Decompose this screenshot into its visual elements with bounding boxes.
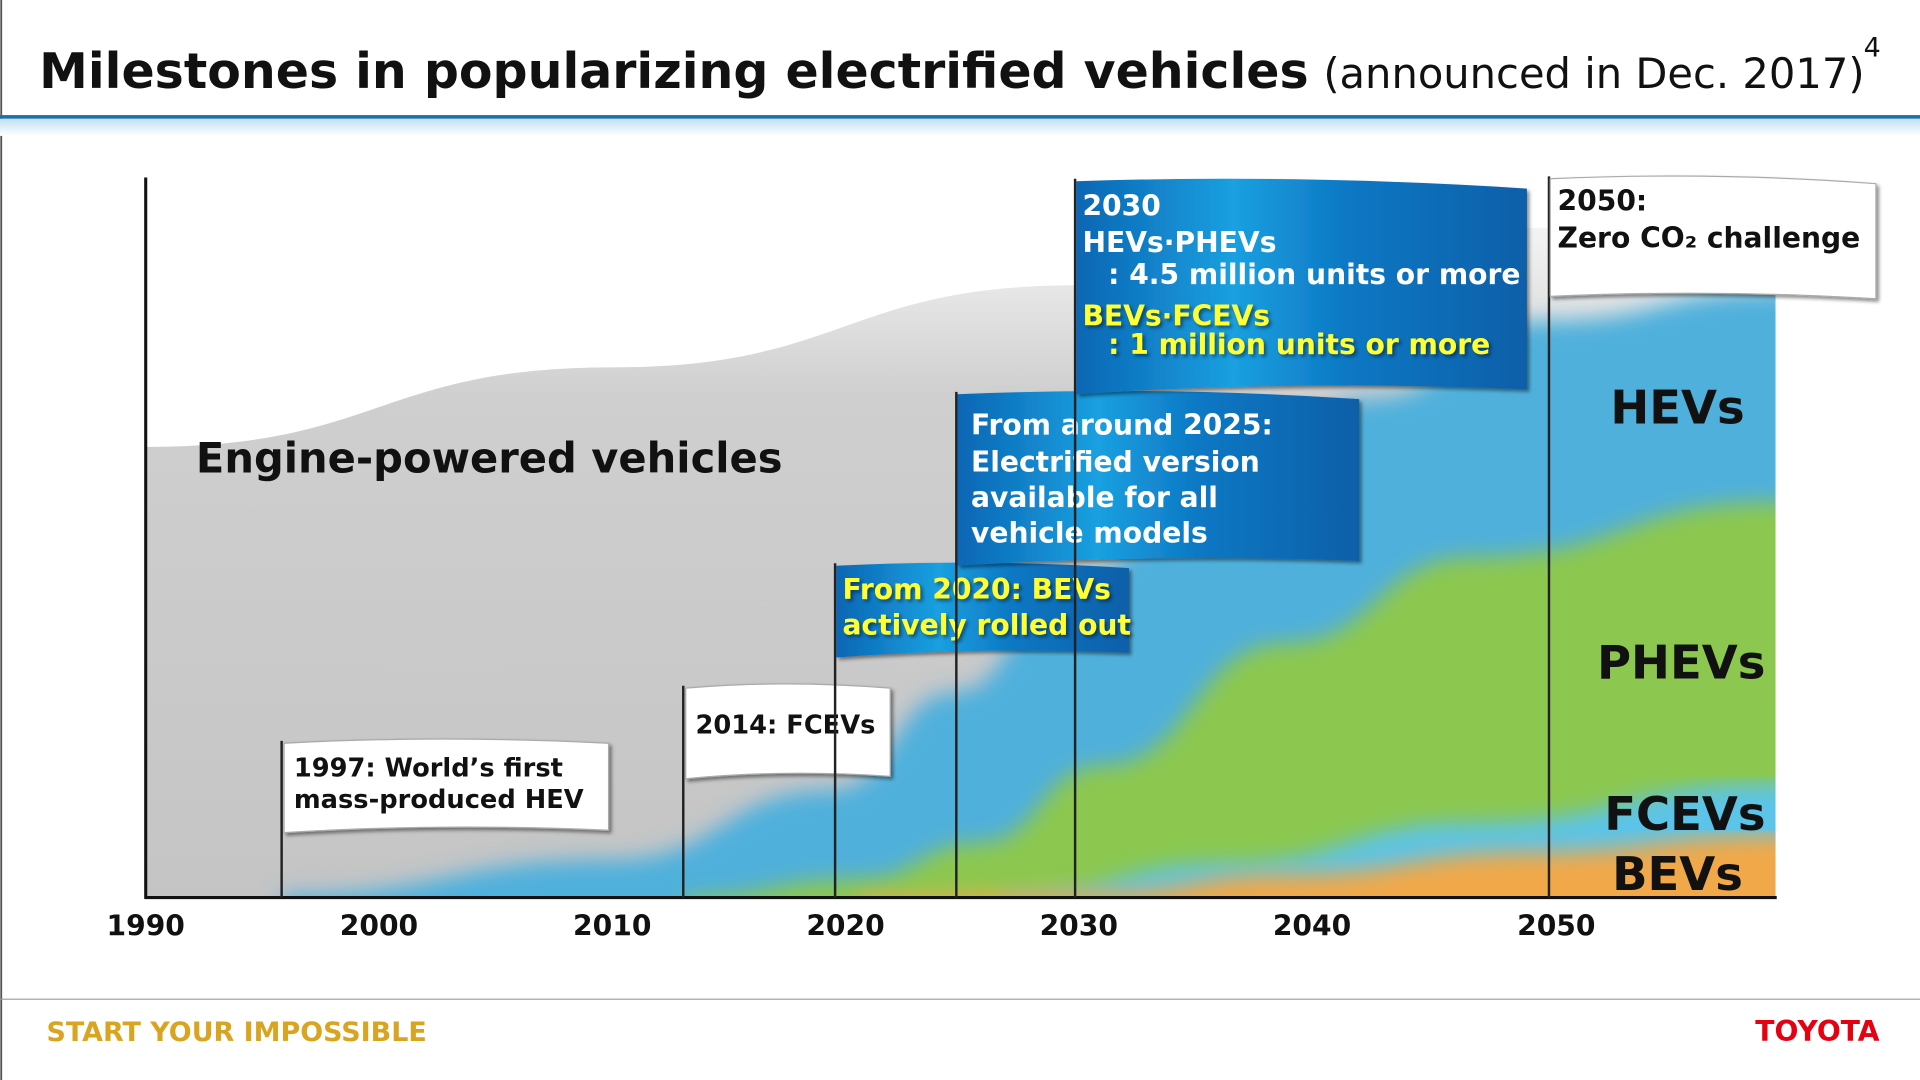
- x-tick-2010: 2010: [573, 910, 651, 943]
- svg-text:BEVs·FCEVs: BEVs·FCEVs: [1082, 300, 1270, 333]
- x-tick-labels: 1990 2000 2010 2020 2030 2040 2050: [107, 910, 1596, 943]
- svg-text:2030: 2030: [1082, 190, 1160, 223]
- header-rule-fade: [0, 118, 1920, 136]
- svg-text:vehicle models: vehicle models: [971, 516, 1208, 549]
- svg-text:Electrified version: Electrified version: [971, 445, 1260, 478]
- series-label-engine: Engine-powered vehicles: [196, 434, 783, 483]
- svg-text:: 1 million units or more: : 1 million units or more: [1108, 328, 1490, 361]
- x-tick-2040: 2040: [1273, 910, 1351, 943]
- milestone-2020: From 2020: BEVs actively rolled out: [833, 562, 1131, 898]
- milestone-2025: From around 2025: Electrified version av…: [955, 390, 1360, 898]
- svg-text:mass-produced HEV: mass-produced HEV: [294, 785, 584, 815]
- x-tick-2030: 2030: [1040, 910, 1118, 943]
- svg-text:2014: FCEVs: 2014: FCEVs: [696, 710, 876, 740]
- svg-text:From 2020: BEVs: From 2020: BEVs: [842, 573, 1110, 606]
- svg-text:1997: World’s first: 1997: World’s first: [294, 753, 563, 783]
- page-title: Milestones in popularizing electrified v…: [39, 43, 1864, 100]
- svg-text:2050:: 2050:: [1558, 185, 1648, 218]
- area-bevs: [857, 835, 1776, 898]
- series-label-fcevs: FCEVs: [1604, 787, 1765, 841]
- svg-text:From around 2025:: From around 2025:: [971, 409, 1273, 442]
- svg-text:actively rolled out: actively rolled out: [842, 608, 1131, 641]
- svg-text:Zero CO₂ challenge: Zero CO₂ challenge: [1558, 221, 1861, 254]
- svg-text:available for all: available for all: [971, 481, 1218, 514]
- page-number: 4: [1864, 32, 1881, 63]
- x-tick-2050: 2050: [1517, 910, 1595, 943]
- x-tick-2000: 2000: [340, 910, 418, 943]
- milestone-2014: 2014: FCEVs: [682, 683, 891, 898]
- svg-text:: 4.5 million units or more: : 4.5 million units or more: [1108, 258, 1520, 291]
- milestone-1997: 1997: World’s first mass-produced HEV: [280, 738, 610, 898]
- toyota-logo: TOYOTA: [1755, 1015, 1879, 1048]
- series-label-phevs: PHEVs: [1597, 635, 1765, 689]
- x-tick-2020: 2020: [806, 910, 884, 943]
- milestone-2030: 2030 HEVs·PHEVs : 4.5 million units or m…: [1073, 178, 1527, 898]
- svg-text:HEVs·PHEVs: HEVs·PHEVs: [1082, 226, 1276, 259]
- area-phevs: [685, 502, 1776, 898]
- footer-slogan: START YOUR IMPOSSIBLE: [47, 1017, 427, 1048]
- header-rule: [0, 115, 1920, 119]
- x-tick-1990: 1990: [107, 910, 185, 943]
- series-label-bevs: BEVs: [1612, 847, 1743, 901]
- series-label-hevs: HEVs: [1610, 381, 1744, 435]
- milestone-2050: 2050: Zero CO₂ challenge: [1547, 175, 1877, 898]
